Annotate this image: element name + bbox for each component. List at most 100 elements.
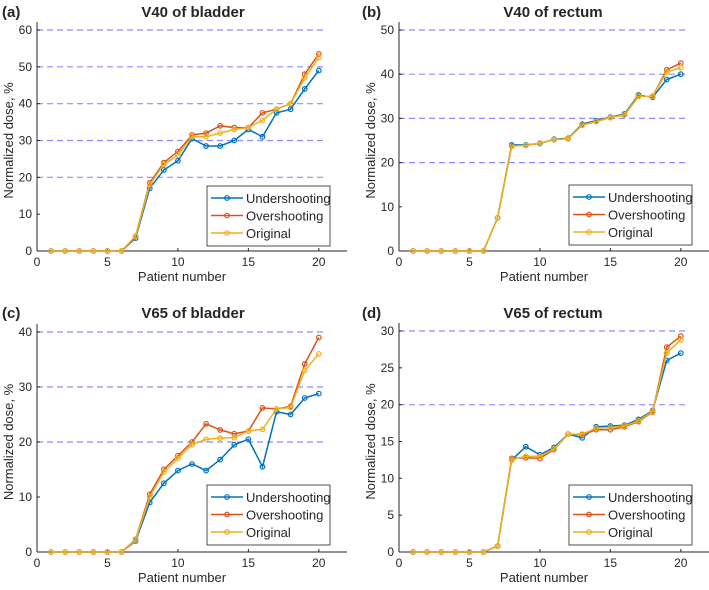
data-point <box>104 549 111 555</box>
data-point <box>424 248 431 254</box>
x-tick-label: 15 <box>242 556 256 570</box>
x-tick-label: 5 <box>466 556 473 570</box>
data-point <box>160 469 167 476</box>
panel-a: 0 5 10 15 20 0 10 20 30 40 50 60 Patient number Norma… <box>1 4 347 284</box>
data-point <box>287 106 294 113</box>
data-point <box>146 181 153 188</box>
data-point <box>480 549 487 555</box>
y-tick-label: 10 <box>19 207 33 221</box>
data-point <box>175 467 181 474</box>
y-tick-label: 10 <box>19 490 33 504</box>
data-point <box>259 463 266 470</box>
panel-label: (a) <box>2 4 20 21</box>
data-point <box>315 390 322 397</box>
x-tick-label: 5 <box>104 255 111 269</box>
y-tick-label: 30 <box>19 380 33 394</box>
x-tick-label: 20 <box>674 255 688 269</box>
legend-marker <box>224 529 230 535</box>
data-point <box>189 461 195 467</box>
data-point <box>438 549 445 555</box>
data-point <box>424 549 431 555</box>
data-point <box>301 361 308 367</box>
data-point <box>579 431 586 438</box>
data-point <box>90 549 97 555</box>
x-tick-label: 5 <box>104 556 111 570</box>
data-point <box>287 411 294 418</box>
data-point <box>217 122 224 129</box>
data-point <box>217 427 224 433</box>
data-point <box>466 248 473 254</box>
data-point <box>48 248 54 254</box>
x-tick-label: 15 <box>604 255 618 269</box>
panel-label: (b) <box>362 4 381 21</box>
y-tick-label: 20 <box>19 435 33 449</box>
data-point <box>245 436 252 443</box>
y-tick-label: 0 <box>387 545 394 559</box>
data-point <box>118 248 125 254</box>
data-point <box>315 51 322 57</box>
x-axis-label: Patient number <box>138 570 227 585</box>
data-point <box>579 122 586 128</box>
data-point <box>48 549 54 555</box>
data-point <box>663 344 670 351</box>
y-tick-label: 30 <box>19 134 33 148</box>
legend-label: Original <box>608 225 653 240</box>
chart-title: V65 of rectum <box>503 305 602 322</box>
data-point <box>494 543 501 550</box>
data-point <box>621 423 628 429</box>
data-point <box>301 395 308 401</box>
x-tick-label: 20 <box>674 556 688 570</box>
y-axis-label: Normalized dose, % <box>1 82 16 199</box>
data-point <box>508 143 515 150</box>
y-tick-label: 30 <box>381 324 395 338</box>
data-point <box>593 118 600 125</box>
data-point <box>649 93 656 100</box>
data-point <box>76 248 83 254</box>
legend-label: Overshooting <box>246 209 323 224</box>
x-tick-label: 15 <box>242 255 256 269</box>
legend-label: Original <box>246 226 291 241</box>
data-point <box>259 133 266 140</box>
data-point <box>565 135 571 142</box>
series-original <box>410 64 684 254</box>
y-tick-label: 20 <box>381 156 395 170</box>
data-point <box>301 86 308 92</box>
data-point <box>522 453 529 460</box>
y-axis-label: Normalized dose, % <box>1 383 16 500</box>
legend: Undershooting Overshooting Original <box>568 484 693 546</box>
data-point <box>231 434 238 441</box>
data-point <box>677 350 684 357</box>
chart-title: V65 of bladder <box>141 305 245 322</box>
x-tick-label: 10 <box>171 556 185 570</box>
data-point <box>438 248 445 254</box>
series-original <box>48 54 322 254</box>
x-axis-label: Patient number <box>500 269 589 284</box>
y-axis-label: Normalized dose, % <box>363 82 378 199</box>
data-point <box>203 130 209 137</box>
y-tick-label: 10 <box>381 471 395 485</box>
data-point <box>273 109 280 116</box>
data-point <box>315 334 322 341</box>
data-point <box>217 143 224 149</box>
x-tick-label: 0 <box>34 255 41 269</box>
legend-marker <box>586 511 592 518</box>
data-point <box>551 136 557 143</box>
data-point <box>301 367 308 374</box>
y-tick-label: 60 <box>19 23 33 37</box>
legend-marker <box>586 211 592 218</box>
data-point <box>315 67 322 74</box>
legend-label: Overshooting <box>608 508 685 523</box>
y-tick-label: 40 <box>19 97 33 111</box>
legend-marker <box>586 229 592 235</box>
chart-title: V40 of rectum <box>503 4 602 21</box>
data-point <box>494 214 501 221</box>
data-point <box>259 405 266 411</box>
data-point <box>160 161 167 168</box>
data-point <box>175 455 181 462</box>
data-point <box>245 428 252 434</box>
data-point <box>593 425 600 432</box>
data-point <box>273 106 280 113</box>
legend-marker <box>224 511 230 518</box>
data-point <box>217 456 224 463</box>
data-point <box>508 457 515 463</box>
